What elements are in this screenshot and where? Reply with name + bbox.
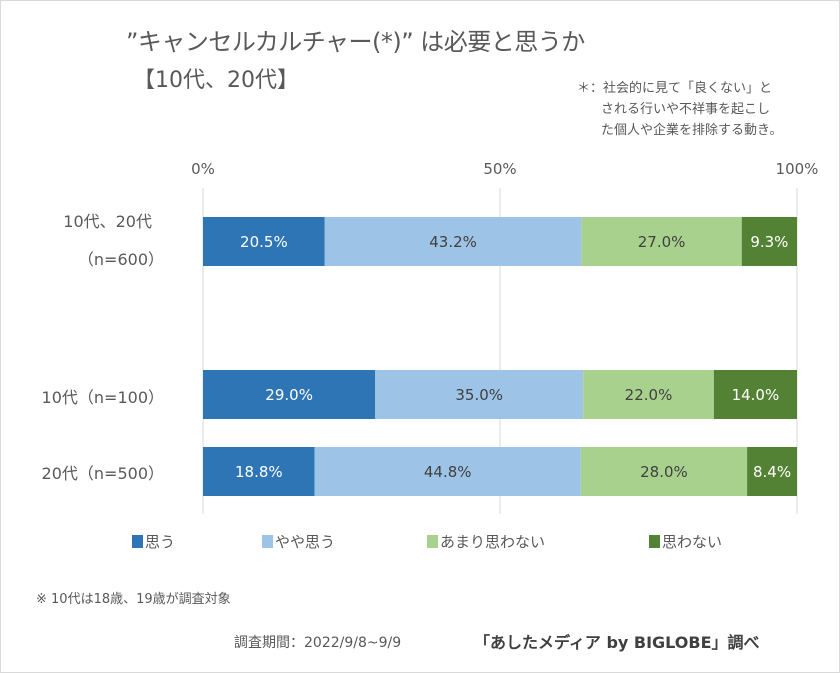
data-label: 14.0% <box>732 386 780 404</box>
annotation-line: た個人や企業を排除する動き。 <box>601 123 783 138</box>
legend-label: 思う <box>145 533 176 551</box>
source-credit: 「あしたメディア by BIGLOBE」調べ <box>474 633 760 652</box>
bar-segment <box>314 447 581 496</box>
legend-label: あまり思わない <box>440 533 546 551</box>
category-label: 10代、20代 <box>63 212 152 231</box>
annotation-line: ＊：社会的に見て「良くない」と <box>577 81 773 96</box>
chart-subtitle: 【10代、20代】 <box>133 68 299 93</box>
data-label: 44.8% <box>424 463 472 481</box>
category-label: 20代（n=500） <box>41 464 164 483</box>
data-label: 43.2% <box>429 233 477 251</box>
data-label: 8.4% <box>753 463 791 481</box>
legend-item: あまり思わない <box>427 531 545 552</box>
data-label: 9.3% <box>750 233 788 251</box>
data-label: 29.0% <box>265 386 313 404</box>
bar-segment <box>747 447 797 496</box>
bar-segment <box>324 217 582 266</box>
bar-segment <box>581 217 742 266</box>
bar-segment <box>375 370 584 419</box>
legend-label: 思わない <box>662 533 723 551</box>
legend-swatch <box>132 535 143 548</box>
annotation-note: ＊：社会的に見て「良くない」と される行いや不祥事を起こし た個人や企業を排除す… <box>577 78 832 141</box>
x-tick-label: 0% <box>191 160 215 178</box>
data-label: 35.0% <box>455 386 503 404</box>
x-tick-label: 50% <box>483 160 517 178</box>
bar-segment <box>203 370 376 419</box>
footnote: ※ 10代は18歳、19歳が調査対象 <box>36 592 231 607</box>
data-label: 18.8% <box>235 463 283 481</box>
category-label: 10代（n=100） <box>41 388 164 407</box>
category-label: （n=600） <box>77 250 164 269</box>
legend-swatch <box>427 535 438 548</box>
bar-segment <box>203 447 315 496</box>
chart-title: ”キャンセルカルチャー(*)” は必要と思うか <box>126 28 585 56</box>
bar-segment <box>583 370 714 419</box>
data-label: 27.0% <box>638 233 686 251</box>
legend-item: やや思う <box>262 531 335 552</box>
data-label: 22.0% <box>625 386 673 404</box>
bar-segment <box>713 370 797 419</box>
survey-period: 調査期間：2022/9/8~9/9 <box>234 635 402 651</box>
bar-segment <box>741 217 797 266</box>
data-label: 20.5% <box>240 233 288 251</box>
legend-swatch <box>262 535 273 548</box>
legend-item: 思う <box>132 531 175 552</box>
x-tick-label: 100% <box>775 160 819 178</box>
bar-segment <box>580 447 748 496</box>
legend-label: やや思う <box>275 533 336 551</box>
bar-segment <box>203 217 325 266</box>
legend-swatch <box>649 535 660 548</box>
annotation-line: される行いや不祥事を起こし <box>601 102 771 117</box>
legend-item: 思わない <box>649 531 722 552</box>
data-label: 28.0% <box>640 463 688 481</box>
